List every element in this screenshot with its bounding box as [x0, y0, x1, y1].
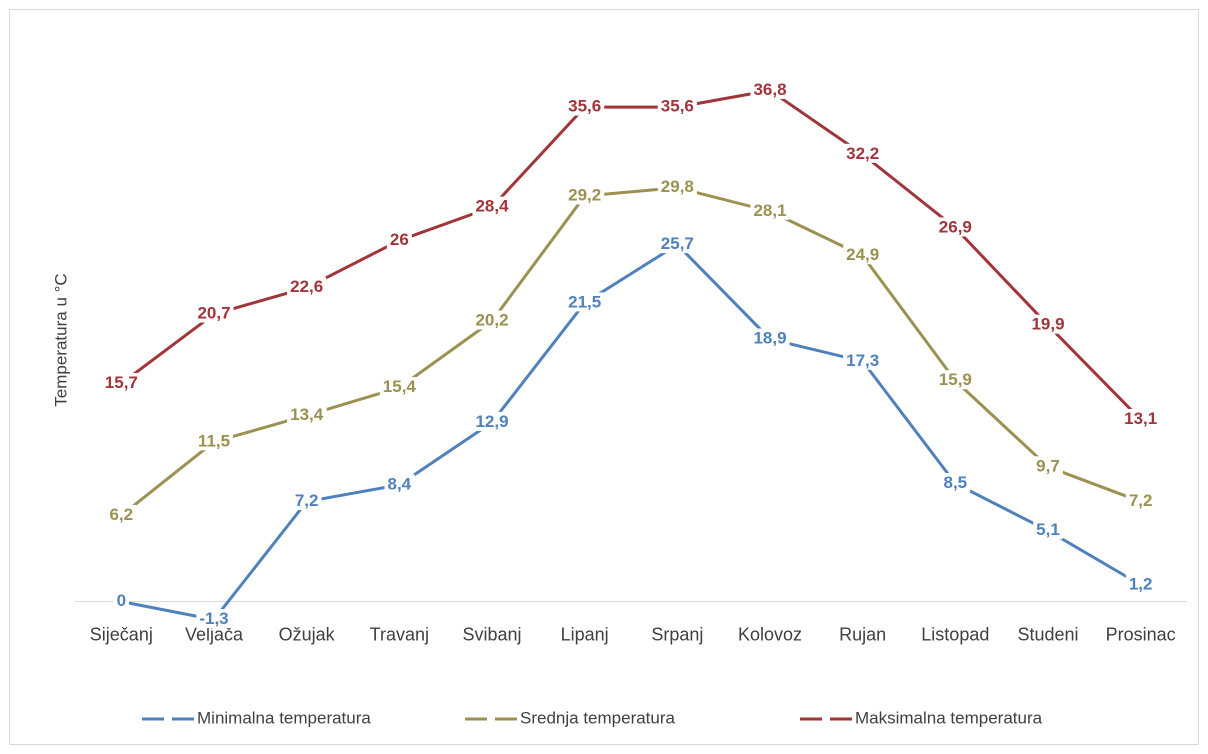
- label-background: [386, 229, 412, 249]
- y-axis-label: Temperatura u °C: [51, 273, 70, 406]
- x-tick-label: Prosinac: [1106, 624, 1176, 644]
- data-label: 20,7: [197, 304, 230, 323]
- data-label: 13,1: [1124, 409, 1157, 428]
- label-background: [1033, 456, 1063, 476]
- data-label: 15,7: [105, 373, 138, 392]
- x-tick-label: Rujan: [839, 624, 886, 644]
- data-label: 8,5: [944, 473, 968, 492]
- x-tick-label: Lipanj: [561, 624, 609, 644]
- x-tick-label: Srpanj: [651, 624, 703, 644]
- label-background: [113, 591, 130, 611]
- data-label: 18,9: [753, 329, 786, 348]
- x-tick-label: Studeni: [1017, 624, 1078, 644]
- data-label: 26,9: [939, 217, 972, 236]
- data-label: 36,8: [753, 80, 786, 99]
- label-background: [1125, 491, 1156, 511]
- label-background: [565, 96, 605, 116]
- data-label: 28,1: [753, 201, 786, 220]
- label-background: [196, 609, 232, 629]
- label-background: [565, 292, 605, 312]
- data-label: 35,6: [568, 97, 601, 116]
- label-background: [657, 234, 697, 254]
- data-label: 8,4: [388, 474, 412, 493]
- data-label: 7,2: [295, 491, 319, 510]
- data-label: 6,2: [110, 505, 134, 524]
- data-label: 20,2: [475, 310, 508, 329]
- data-label: 12,9: [475, 412, 508, 431]
- label-background: [565, 185, 605, 205]
- data-label: 17,3: [846, 351, 879, 370]
- label-background: [101, 372, 141, 392]
- label-background: [384, 474, 415, 494]
- label-background: [379, 377, 420, 397]
- data-label: 9,7: [1036, 456, 1060, 475]
- label-background: [657, 96, 697, 116]
- data-label: 25,7: [661, 234, 694, 253]
- label-background: [843, 143, 883, 163]
- label-background: [843, 245, 883, 265]
- x-tick-label: Veljača: [185, 624, 244, 644]
- label-background: [472, 411, 512, 431]
- data-label: 32,2: [846, 144, 879, 163]
- data-label: 5,1: [1036, 520, 1060, 539]
- data-label: 24,9: [846, 245, 879, 264]
- x-tick-label: Ožujak: [279, 624, 336, 644]
- data-label: 22,6: [290, 277, 323, 296]
- x-tick-label: Kolovoz: [738, 624, 802, 644]
- label-background: [106, 504, 137, 524]
- data-label: 15,9: [939, 370, 972, 389]
- label-background: [1125, 574, 1156, 594]
- data-label: -1,3: [199, 609, 228, 628]
- label-background: [1028, 314, 1068, 334]
- data-label: 21,5: [568, 292, 601, 311]
- label-background: [750, 200, 790, 220]
- label-background: [935, 370, 975, 390]
- label-background: [472, 310, 512, 330]
- label-background: [843, 350, 883, 370]
- legend-label: Maksimalna temperatura: [855, 708, 1043, 727]
- label-background: [750, 328, 790, 348]
- data-label: 28,4: [475, 197, 509, 216]
- data-label: 7,2: [1129, 491, 1153, 510]
- label-background: [1033, 520, 1063, 540]
- x-tick-label: Svibanj: [462, 624, 521, 644]
- legend-label: Srednja temperatura: [520, 708, 676, 727]
- data-label: 15,4: [383, 377, 417, 396]
- x-tick-label: Travanj: [370, 624, 429, 644]
- label-background: [1121, 409, 1161, 429]
- data-label: 1,2: [1129, 574, 1153, 593]
- label-background: [291, 491, 322, 511]
- line: [121, 243, 1142, 622]
- data-label: 11,5: [198, 431, 230, 450]
- data-label: 26: [390, 230, 409, 249]
- label-background: [287, 277, 327, 297]
- label-background: [287, 404, 327, 424]
- label-background: [750, 79, 790, 99]
- label-background: [935, 217, 975, 237]
- x-tick-label: Siječanj: [90, 624, 153, 644]
- data-label: 29,8: [661, 177, 694, 196]
- label-background: [194, 431, 234, 451]
- label-background: [194, 303, 234, 323]
- label-background: [657, 177, 697, 197]
- legend-label: Minimalna temperatura: [197, 708, 371, 727]
- x-tick-label: Listopad: [921, 624, 989, 644]
- data-label: 19,9: [1031, 315, 1064, 334]
- data-label: 29,2: [568, 185, 601, 204]
- data-label: 0: [117, 591, 126, 610]
- label-background: [472, 196, 513, 216]
- data-label: 35,6: [661, 97, 694, 116]
- label-background: [940, 472, 971, 492]
- data-label: 13,4: [290, 405, 324, 424]
